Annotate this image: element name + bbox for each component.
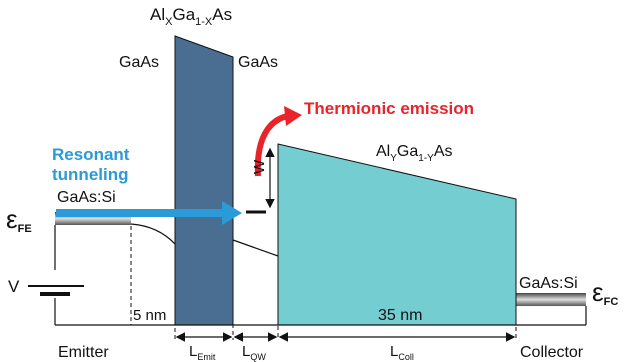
collector-contact-bar [516,293,586,306]
resonant-label-line2: tunneling [52,165,128,184]
epsilon-fc-label: εFC [592,277,618,308]
resonant-tunneling-arrow [56,201,242,225]
thermionic-arrow [254,106,302,177]
l-emit-label: LEmit [189,343,216,362]
collector-alloy-label: AlYGa1-YAs [376,143,452,164]
w-label: W [251,159,268,174]
battery-icon [28,285,84,296]
gaas-right-label: GaAs [238,54,278,71]
emitter-barrier [174,35,234,326]
gaas-left-label: GaAs [119,54,159,71]
qw-band-slope [232,239,279,257]
thickness-35nm-label: 35 nm [378,307,422,324]
epsilon-fe-label: εFE [6,204,32,235]
voltage-label: V [8,277,20,296]
thickness-5nm-label: 5 nm [133,307,166,324]
l-coll-label: LColl [390,343,414,362]
emitter-band-bending [130,223,176,245]
collector-label: Collector [520,344,584,361]
collector-doping-label: GaAs:Si [519,275,578,292]
emitter-doping-label: GaAs:Si [57,189,116,206]
l-qw-label: LQW [242,343,266,362]
dashed-guides [130,226,517,340]
thermionic-label: Thermionic emission [304,99,474,118]
barrier-composition-label: AlXGa1-XAs [150,5,232,28]
emitter-label: Emitter [58,344,109,361]
resonant-label-line1: Resonant [52,145,130,164]
collector-barrier [277,143,517,326]
